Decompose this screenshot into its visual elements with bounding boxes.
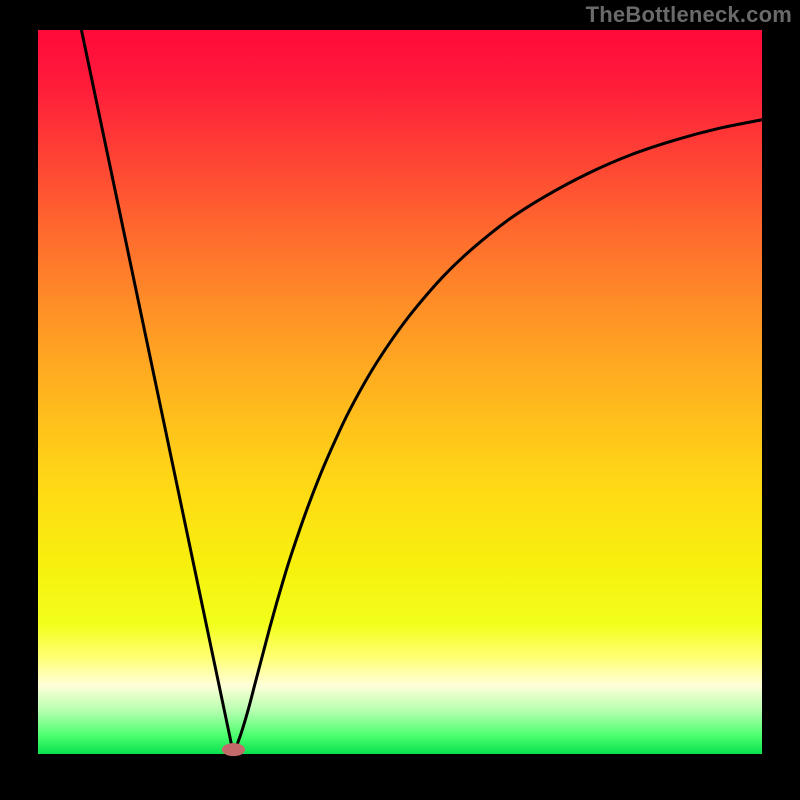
watermark-text: TheBottleneck.com	[586, 2, 792, 28]
plot-background	[38, 30, 762, 754]
chart-container: { "watermark": { "text": "TheBottleneck.…	[0, 0, 800, 800]
minimum-marker	[222, 743, 245, 756]
bottleneck-chart	[0, 0, 800, 800]
